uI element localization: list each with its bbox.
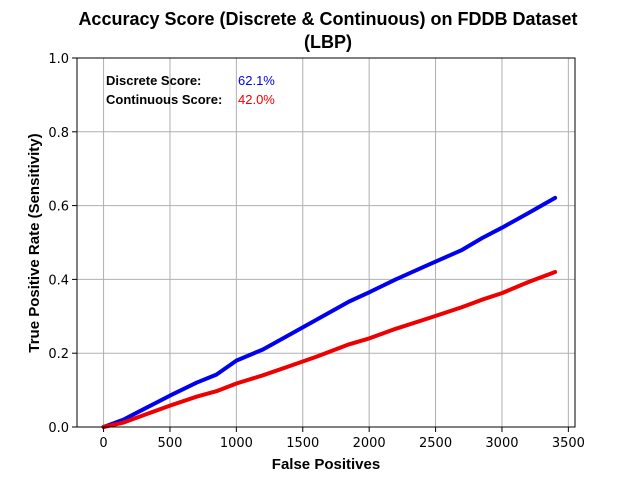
y-tick-label: 0.0 — [48, 421, 69, 436]
x-tick-label: 3000 — [485, 436, 518, 451]
chart-title-line2: (LBP) — [304, 32, 352, 52]
y-tick-label: 1.0 — [48, 52, 69, 67]
plot-frame — [76, 57, 576, 428]
score-annotations: Discrete Score: 62.1% Continuous Score: … — [106, 73, 275, 107]
x-tick-label: 2500 — [419, 436, 452, 451]
y-axis-label: True Positive Rate (Sensitivity) — [26, 133, 43, 352]
grid — [77, 57, 575, 428]
x-tick-label: 500 — [158, 436, 183, 451]
continuous-score-value: 42.0% — [238, 92, 275, 107]
x-tick-label: 0 — [99, 436, 107, 451]
x-tick-label: 1000 — [220, 436, 253, 451]
chart-title: Accuracy Score (Discrete & Continuous) o… — [78, 9, 577, 29]
y-tick-label: 0.2 — [48, 347, 69, 362]
y-tick-label: 0.4 — [48, 273, 69, 288]
continuous-score-label: Continuous Score: — [106, 92, 222, 107]
plot-series — [101, 195, 558, 429]
x-tick-label: 1500 — [286, 436, 319, 451]
x-axis-label: False Positives — [272, 456, 380, 473]
discrete-score-value: 62.1% — [238, 73, 275, 88]
continuous-score-line — [101, 270, 558, 429]
x-tick-label: 3500 — [552, 436, 585, 451]
x-tick-label: 2000 — [353, 436, 386, 451]
discrete-score-line — [101, 195, 558, 429]
x-axis: 0 500 1000 1500 2000 2500 3000 3500 — [99, 427, 585, 451]
y-axis: 0.0 0.2 0.4 0.6 0.8 1.0 — [48, 52, 77, 436]
y-tick-label: 0.8 — [48, 126, 69, 141]
discrete-score-label: Discrete Score: — [106, 73, 201, 88]
y-tick-label: 0.6 — [48, 200, 69, 215]
